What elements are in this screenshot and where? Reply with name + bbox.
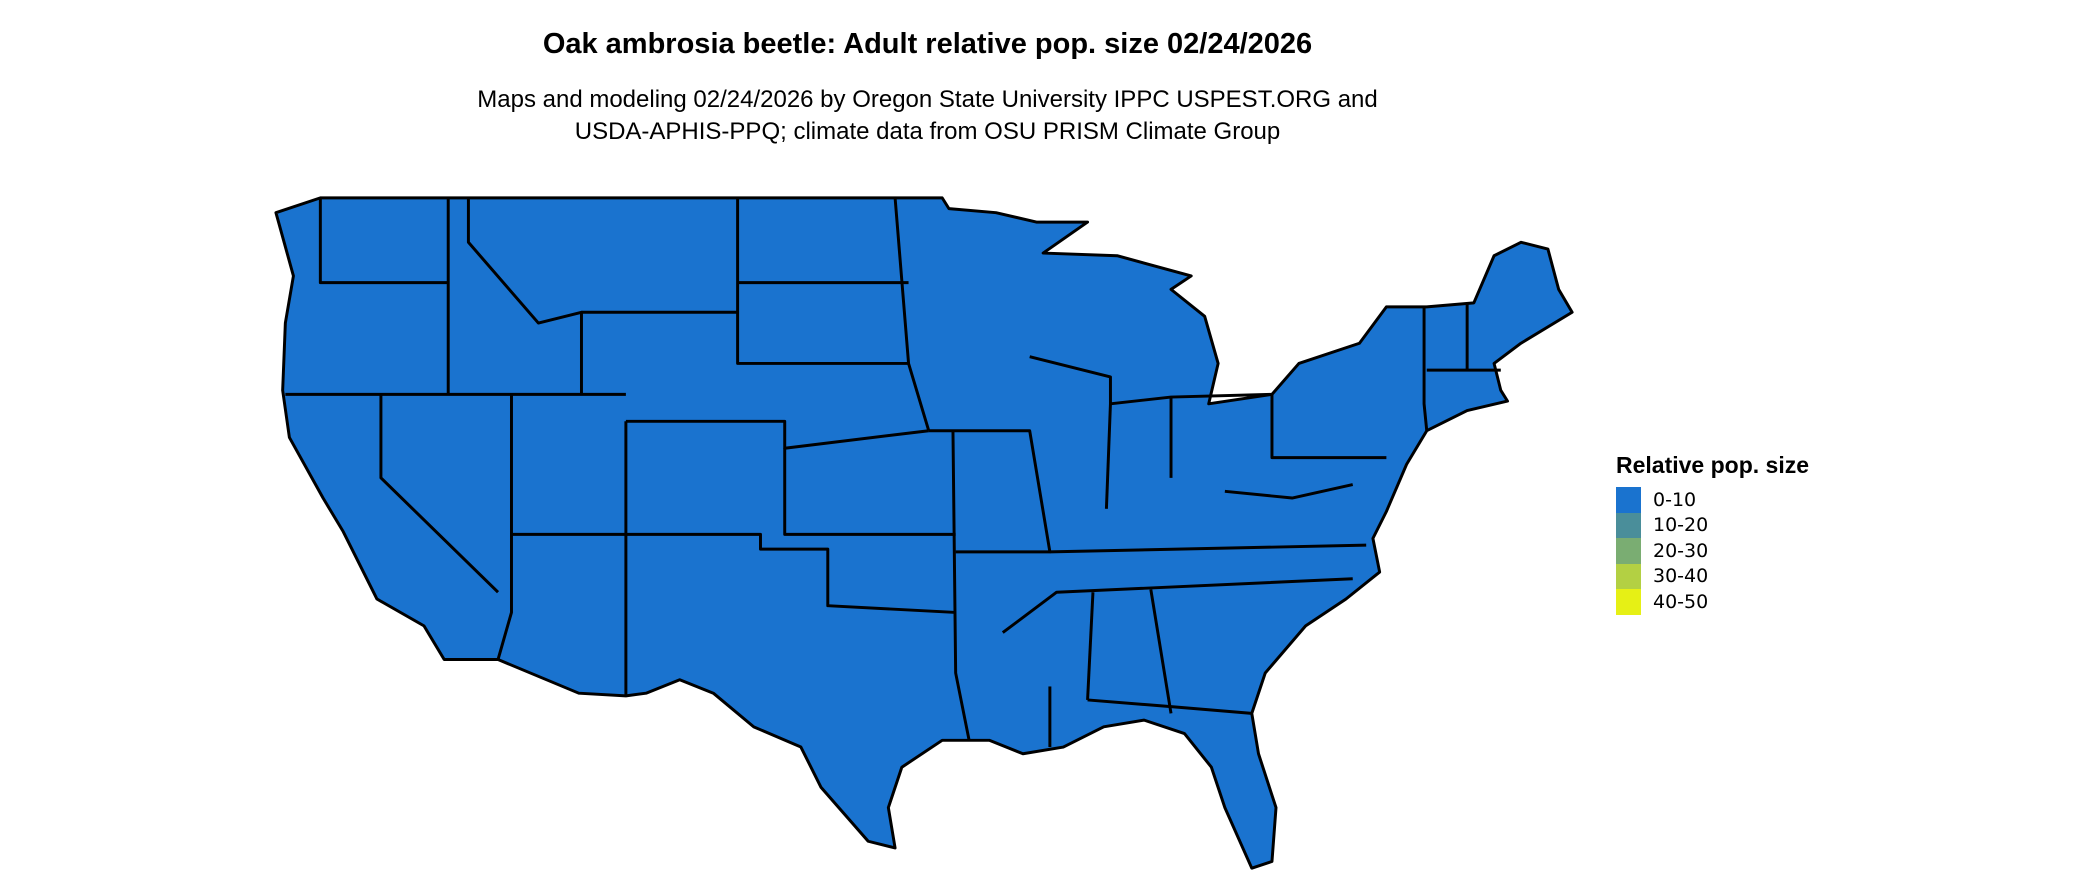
legend-title: Relative pop. size <box>1616 452 1810 478</box>
legend-swatch <box>1616 589 1641 615</box>
legend-item: 10-20 <box>1616 512 1809 538</box>
legend-label: 0-10 <box>1653 488 1697 511</box>
legend-label: 40-50 <box>1653 590 1709 613</box>
legend-label: 20-30 <box>1653 539 1709 562</box>
legend-item: 40-50 <box>1616 589 1809 615</box>
legend-swatch <box>1616 538 1641 564</box>
map-subtitle: Maps and modeling 02/24/2026 by Oregon S… <box>0 84 1855 148</box>
legend-swatch <box>1616 487 1641 513</box>
legend-item: 0-10 <box>1616 487 1809 513</box>
legend-swatch <box>1616 563 1641 589</box>
state-borders <box>285 197 1501 748</box>
subtitle-line-1: Maps and modeling 02/24/2026 by Oregon S… <box>477 86 1378 113</box>
map-title: Oak ambrosia beetle: Adult relative pop.… <box>542 28 1313 60</box>
legend-item: 30-40 <box>1616 563 1809 589</box>
legend: Relative pop. size 0-10 10-20 20-30 30-4… <box>1616 452 1809 615</box>
subtitle-line-2: USDA-APHIS-PPQ; climate data from OSU PR… <box>574 118 1281 145</box>
legend-item: 20-30 <box>1616 538 1809 564</box>
legend-swatch <box>1616 512 1641 538</box>
legend-label: 10-20 <box>1653 514 1709 537</box>
legend-label: 30-40 <box>1653 565 1709 588</box>
